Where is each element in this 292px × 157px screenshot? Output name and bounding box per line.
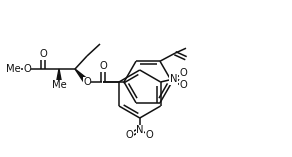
Text: O: O [23, 64, 31, 74]
Text: Me: Me [6, 64, 20, 74]
Text: O: O [83, 77, 91, 87]
Text: O: O [180, 80, 187, 90]
Text: O: O [126, 130, 134, 140]
Polygon shape [56, 69, 62, 85]
Polygon shape [75, 69, 89, 84]
Polygon shape [170, 38, 205, 68]
Text: O: O [99, 61, 107, 71]
Polygon shape [118, 52, 188, 112]
Text: O: O [39, 49, 47, 59]
Text: N: N [136, 125, 144, 135]
Text: O: O [146, 130, 154, 140]
Text: O: O [180, 68, 187, 78]
Text: N: N [170, 74, 177, 84]
Text: Me: Me [52, 80, 66, 90]
